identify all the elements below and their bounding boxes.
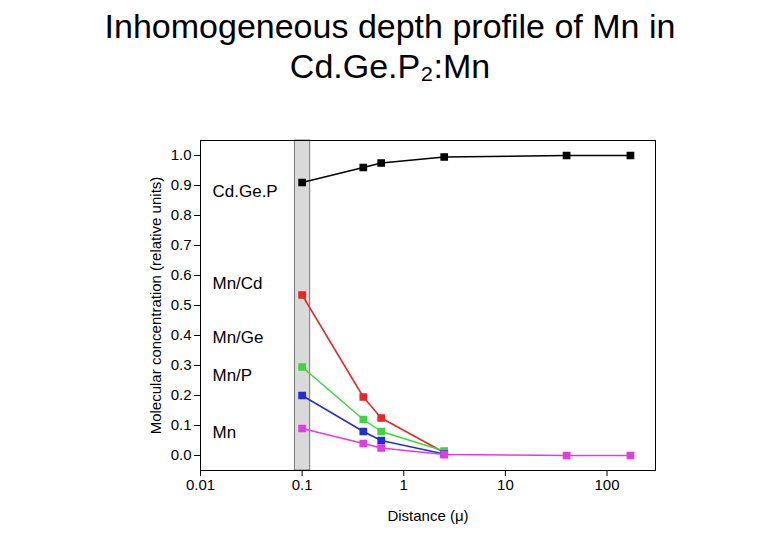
svg-text:0.01: 0.01 — [186, 476, 215, 493]
svg-text:0.1: 0.1 — [292, 476, 313, 493]
svg-text:1: 1 — [400, 476, 408, 493]
svg-text:Mn/P: Mn/P — [213, 366, 253, 385]
svg-text:0.0: 0.0 — [171, 446, 192, 463]
svg-text:0.9: 0.9 — [171, 176, 192, 193]
svg-text:Mn: Mn — [213, 423, 237, 442]
svg-text:0.7: 0.7 — [171, 236, 192, 253]
svg-text:0.6: 0.6 — [171, 266, 192, 283]
svg-text:1.0: 1.0 — [171, 146, 192, 163]
svg-text:Molecular concentration (relat: Molecular concentration (relative units) — [147, 177, 164, 435]
svg-text:Cd.Ge.P: Cd.Ge.P — [213, 182, 278, 201]
svg-text:10: 10 — [497, 476, 514, 493]
svg-text:0.8: 0.8 — [171, 206, 192, 223]
svg-text:Mn/Cd: Mn/Cd — [213, 274, 263, 293]
svg-text:0.5: 0.5 — [171, 296, 192, 313]
svg-text:100: 100 — [594, 476, 619, 493]
svg-text:0.1: 0.1 — [171, 416, 192, 433]
svg-text:0.3: 0.3 — [171, 356, 192, 373]
svg-text:0.2: 0.2 — [171, 386, 192, 403]
svg-text:Mn/Ge: Mn/Ge — [213, 328, 264, 347]
svg-text:0.4: 0.4 — [171, 326, 192, 343]
svg-text:Distance (μ): Distance (μ) — [387, 507, 468, 524]
html-text:Inhomogeneous depth profile of: Inhomogeneous depth profile of Mn in Cd.… — [104, 7, 676, 85]
